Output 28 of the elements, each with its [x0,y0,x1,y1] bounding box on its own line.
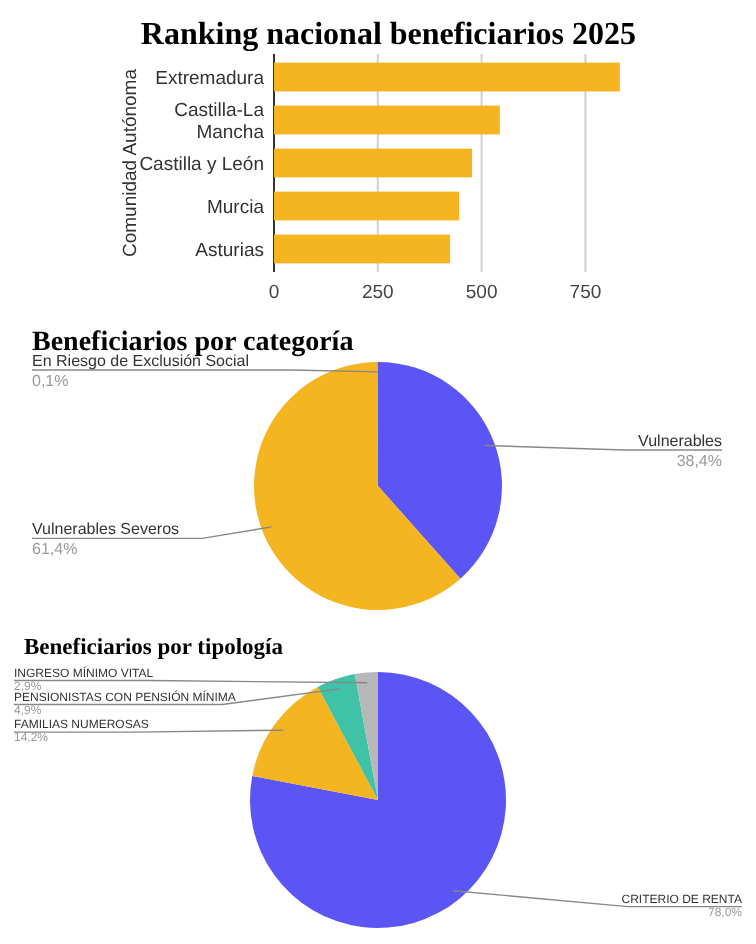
y-tick-label: Castilla y León [139,154,264,176]
pie-slice [254,362,461,610]
y-tick-label: Murcia [206,197,266,219]
bar [274,105,500,135]
x-tick-label: 250 [361,282,394,304]
bar [274,148,473,178]
bar [274,62,620,92]
pie-slice [250,672,506,928]
data-label: 0,1% [32,372,69,390]
pie-slice [354,672,378,800]
pie-slice [378,362,502,579]
x-tick-label: 500 [465,282,498,304]
slice-label: Vulnerables Severos [32,520,180,539]
y-tick-label: Asturias [195,240,265,262]
pie-slice [317,674,378,800]
bar [274,191,460,221]
y-tick-label: Extremadura [155,68,266,90]
data-label: 61,4% [32,540,78,559]
data-label: 38,4% [676,451,722,470]
y-axis-title: Comunidad Autónoma [120,67,142,258]
bar [274,234,451,264]
chart-title: Beneficiarios por tipología [24,636,284,660]
x-tick-label: 0 [268,282,280,304]
chart-title: Ranking nacional beneficiarios 2025 [140,18,636,52]
slice-label: Vulnerables [638,431,722,450]
pie-slice [252,687,378,800]
y-tick-label: Castilla-La Mancha [174,100,266,144]
x-tick-label: 750 [569,282,602,304]
